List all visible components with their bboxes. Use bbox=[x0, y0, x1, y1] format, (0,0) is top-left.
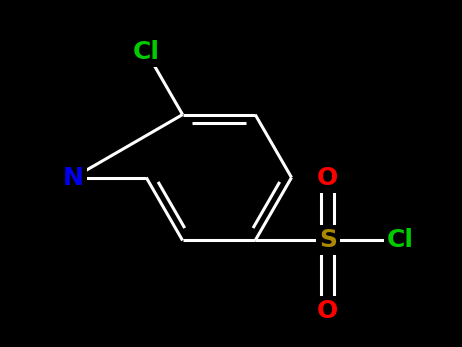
Text: N: N bbox=[63, 166, 84, 189]
Text: Cl: Cl bbox=[387, 228, 414, 253]
Text: S: S bbox=[319, 228, 337, 253]
Text: Cl: Cl bbox=[133, 40, 160, 64]
Text: O: O bbox=[317, 299, 339, 323]
Text: O: O bbox=[317, 166, 339, 189]
